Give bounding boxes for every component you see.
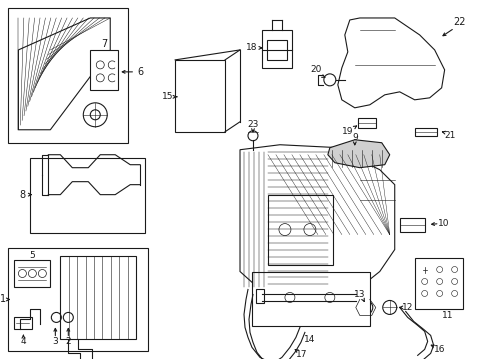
Text: 5: 5 <box>29 251 35 260</box>
Bar <box>14 318 32 329</box>
Text: 11: 11 <box>442 311 453 320</box>
Text: 9: 9 <box>352 133 358 142</box>
Text: 8: 8 <box>19 190 25 200</box>
Text: 7: 7 <box>101 39 107 49</box>
Text: 1: 1 <box>0 294 6 305</box>
Text: 15: 15 <box>162 92 174 101</box>
Polygon shape <box>328 140 390 168</box>
Text: 17: 17 <box>296 350 308 359</box>
Text: 20: 20 <box>310 66 321 75</box>
Text: 12: 12 <box>402 303 414 312</box>
Text: 13: 13 <box>354 290 366 299</box>
Bar <box>8 248 148 351</box>
Bar <box>90 50 118 90</box>
Bar <box>8 8 128 143</box>
Text: 19: 19 <box>342 127 354 136</box>
Text: 6: 6 <box>137 67 143 77</box>
Bar <box>30 158 145 233</box>
Text: 2: 2 <box>66 337 71 346</box>
Bar <box>400 217 425 231</box>
Bar <box>268 195 333 265</box>
Text: 16: 16 <box>434 345 445 354</box>
Bar <box>14 260 50 288</box>
Bar <box>262 30 292 68</box>
Text: 4: 4 <box>21 337 26 346</box>
Text: 22: 22 <box>453 17 466 27</box>
Bar <box>415 257 463 310</box>
Text: 23: 23 <box>247 120 259 129</box>
Text: 18: 18 <box>246 44 258 53</box>
Bar <box>358 118 376 128</box>
Text: 21: 21 <box>444 131 455 140</box>
Bar <box>175 60 225 132</box>
Text: 3: 3 <box>52 337 58 346</box>
Bar <box>267 40 287 60</box>
Bar <box>60 256 136 339</box>
Bar <box>252 271 370 327</box>
Bar <box>415 128 437 136</box>
Text: 14: 14 <box>304 335 316 344</box>
Text: 10: 10 <box>438 219 449 228</box>
Bar <box>256 289 264 303</box>
